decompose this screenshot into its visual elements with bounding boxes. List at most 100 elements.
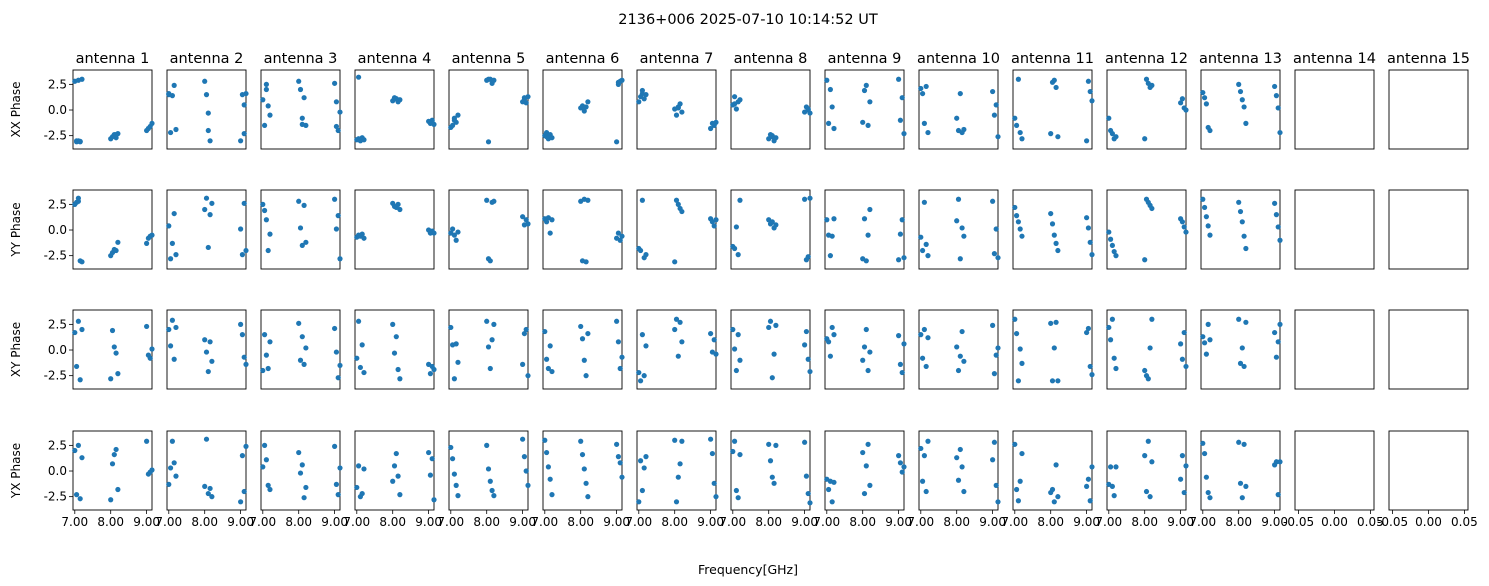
panel-xx-phase-antenna-5 — [448, 69, 529, 150]
data-point-yy-phase-antenna-4 — [361, 235, 367, 241]
panel-yy-phase-antenna-11 — [1012, 189, 1093, 270]
data-point-yy-phase-antenna-11 — [1019, 233, 1025, 239]
data-point-xy-phase-antenna-5 — [491, 321, 497, 327]
data-point-xy-phase-antenna-4 — [390, 321, 396, 327]
xtick-label-antenna-7: 9.00 — [697, 515, 724, 529]
data-point-xx-phase-antenna-10 — [995, 134, 1001, 140]
xtick-label-antenna-9: 7.00 — [813, 515, 840, 529]
data-point-yx-phase-antenna-4 — [431, 497, 437, 503]
data-point-xy-phase-antenna-3 — [263, 352, 269, 358]
data-point-yx-phase-antenna-7 — [672, 437, 678, 443]
data-point-yy-phase-antenna-11 — [1051, 232, 1057, 238]
data-point-yx-phase-antenna-1 — [115, 486, 121, 493]
data-point-yy-phase-antenna-3 — [267, 231, 273, 237]
data-point-yy-phase-antenna-10 — [955, 196, 962, 202]
panel-xy-phase-antenna-14 — [1294, 309, 1375, 390]
data-point-xx-phase-antenna-6 — [549, 135, 555, 141]
data-point-xx-phase-antenna-1 — [149, 120, 155, 126]
data-point-yx-phase-antenna-13 — [1203, 474, 1209, 480]
data-point-yy-phase-antenna-9 — [901, 255, 907, 261]
data-point-yy-phase-antenna-4 — [397, 206, 403, 213]
data-point-xy-phase-antenna-12 — [1106, 324, 1112, 331]
data-point-yy-phase-antenna-13 — [1200, 196, 1206, 202]
data-point-xy-phase-antenna-12 — [1142, 367, 1148, 374]
data-point-xy-phase-antenna-10 — [990, 322, 996, 328]
data-point-yx-phase-antenna-6 — [543, 449, 550, 456]
data-point-yy-phase-antenna-10 — [919, 247, 926, 254]
data-point-xy-phase-antenna-10 — [918, 332, 924, 338]
data-point-yy-phase-antenna-7 — [711, 223, 717, 229]
data-point-xy-phase-antenna-11 — [1089, 372, 1095, 378]
data-point-xy-phase-antenna-12 — [1111, 355, 1117, 361]
data-point-yx-phase-antenna-12 — [1178, 476, 1184, 482]
data-point-yx-phase-antenna-3 — [303, 484, 309, 491]
data-point-xx-phase-antenna-13 — [1201, 95, 1208, 101]
xtick-label-antenna-4: 8.00 — [379, 515, 406, 529]
data-point-yy-phase-antenna-3 — [296, 198, 302, 204]
data-point-yy-phase-antenna-8 — [805, 254, 811, 260]
data-point-xy-phase-antenna-13 — [1239, 345, 1245, 351]
panel-xx-phase-antenna-14 — [1294, 69, 1375, 150]
ytick-label-yy-phase: 2.5 — [48, 197, 67, 211]
data-point-xy-phase-antenna-7 — [675, 353, 681, 359]
data-point-xy-phase-antenna-13 — [1236, 316, 1242, 322]
figure-xlabel: Frequency[GHz] — [698, 562, 798, 577]
xtick-label-antenna-4: 7.00 — [343, 515, 370, 529]
data-point-yy-phase-antenna-9 — [867, 206, 873, 213]
data-point-xx-phase-antenna-2 — [241, 102, 247, 108]
xtick-label-antenna-15: -0.05 — [1377, 515, 1408, 529]
data-point-yy-phase-antenna-10 — [925, 253, 931, 259]
data-point-yx-phase-antenna-3 — [265, 482, 271, 488]
data-point-yy-phase-antenna-8 — [802, 196, 808, 202]
data-point-yy-phase-antenna-2 — [202, 206, 208, 213]
data-point-yy-phase-antenna-10 — [990, 198, 996, 204]
data-point-yx-phase-antenna-13 — [1205, 489, 1211, 496]
data-point-yy-phase-antenna-4 — [431, 230, 437, 236]
data-point-yx-phase-antenna-13 — [1241, 441, 1247, 447]
data-point-yx-phase-antenna-3 — [335, 492, 341, 498]
data-point-xx-phase-antenna-2 — [238, 138, 244, 144]
data-point-yx-phase-antenna-7 — [677, 461, 683, 467]
data-point-xx-phase-antenna-11 — [1012, 115, 1018, 121]
data-point-yy-phase-antenna-8 — [731, 245, 738, 252]
xtick-label-antenna-10: 7.00 — [907, 515, 934, 529]
data-point-yx-phase-antenna-12 — [1181, 489, 1187, 496]
data-point-xy-phase-antenna-9 — [831, 332, 837, 338]
data-point-xy-phase-antenna-5 — [453, 341, 459, 347]
data-point-yy-phase-antenna-12 — [1111, 248, 1117, 255]
data-point-yx-phase-antenna-12 — [1147, 494, 1153, 500]
data-point-xy-phase-antenna-7 — [636, 369, 642, 376]
data-point-xx-phase-antenna-4 — [361, 137, 367, 143]
data-point-yx-phase-antenna-10 — [921, 453, 927, 459]
data-point-yy-phase-antenna-6 — [615, 230, 622, 236]
data-point-yx-phase-antenna-10 — [995, 499, 1001, 505]
data-point-yy-phase-antenna-8 — [769, 219, 775, 225]
data-point-yx-phase-antenna-7 — [709, 450, 716, 457]
data-point-xx-phase-antenna-7 — [673, 112, 680, 118]
xtick-label-antenna-3: 9.00 — [321, 515, 348, 529]
panel-xy-phase-antenna-7 — [636, 309, 717, 390]
data-point-xy-phase-antenna-7 — [708, 330, 714, 337]
ytick-label-yy-phase: 0.0 — [48, 223, 67, 237]
data-point-yy-phase-antenna-11 — [1017, 226, 1023, 232]
data-point-yx-phase-antenna-9 — [896, 453, 902, 459]
data-point-xx-phase-antenna-13 — [1275, 105, 1281, 111]
data-point-yx-phase-antenna-4 — [354, 484, 360, 491]
data-point-xx-phase-antenna-9 — [863, 82, 869, 88]
column-title-antenna-9: antenna 9 — [828, 51, 902, 67]
data-point-xy-phase-antenna-4 — [393, 334, 399, 340]
data-point-xx-phase-antenna-2 — [166, 92, 172, 98]
data-point-yx-phase-antenna-10 — [919, 478, 926, 484]
data-point-xx-phase-antenna-13 — [1273, 93, 1280, 99]
data-point-xx-phase-antenna-2 — [207, 138, 213, 144]
data-point-yy-phase-antenna-6 — [617, 237, 623, 243]
data-point-xx-phase-antenna-7 — [675, 105, 681, 111]
data-point-yx-phase-antenna-5 — [451, 471, 457, 477]
data-point-xx-phase-antenna-9 — [897, 117, 904, 123]
data-point-xx-phase-antenna-11 — [1055, 134, 1061, 140]
data-point-xy-phase-antenna-3 — [260, 367, 266, 374]
data-point-xy-phase-antenna-13 — [1273, 354, 1280, 360]
data-point-yy-phase-antenna-13 — [1243, 245, 1249, 252]
data-point-xy-phase-antenna-1 — [147, 355, 153, 361]
data-point-yy-phase-antenna-3 — [297, 225, 304, 231]
